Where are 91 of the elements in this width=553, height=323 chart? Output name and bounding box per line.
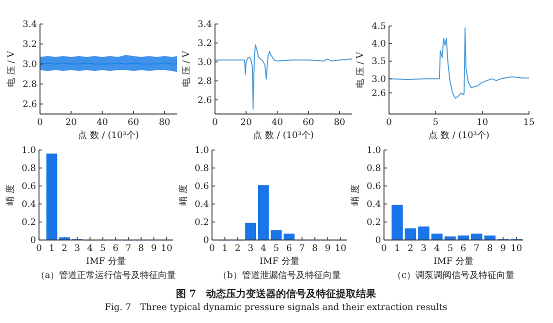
y-tick-label: 3.5 xyxy=(372,57,386,68)
y-tick-label: 0.8 xyxy=(366,164,382,174)
y-tick-label: 0.2 xyxy=(194,218,209,228)
y-tick-label: 0.4 xyxy=(194,200,210,210)
x-tick-label: 10 xyxy=(160,244,173,254)
x-axis-title: 点 数 / (10³个) xyxy=(253,130,314,141)
y-axis-title: 电 压 / V xyxy=(6,50,17,88)
y-tick-label: 3.2 xyxy=(22,40,37,50)
x-tick-label: 3 xyxy=(74,244,80,254)
x-tick-label: 80 xyxy=(158,118,171,128)
text: （a）管道正常运行信号及特征向量 xyxy=(36,270,176,281)
x-tick-label: 4 xyxy=(87,244,94,254)
y-tick-label: 3.0 xyxy=(198,58,212,68)
x-tick-label: 6 xyxy=(460,244,467,254)
x-tick-label: 80 xyxy=(334,118,346,128)
y-tick-label: 3.0 xyxy=(22,60,38,70)
x-tick-label: 1 xyxy=(222,244,228,254)
x-tick-label: 8 xyxy=(487,244,494,254)
y-tick-label: 4.5 xyxy=(372,22,386,32)
x-tick-label: 20 xyxy=(65,118,78,128)
y-tick-label: 0 xyxy=(375,236,382,246)
x-tick-label: 60 xyxy=(302,118,314,128)
x-tick-label: 60 xyxy=(128,118,140,128)
x-tick-label: 5 xyxy=(100,244,106,254)
caption: Fig. 7 Three typical dynamic pressure signals and their extraction results xyxy=(104,303,448,313)
y-tick-label: 2.6 xyxy=(198,96,212,106)
y-tick-label: 3.2 xyxy=(198,38,212,49)
x-tick-label: 5 xyxy=(447,244,454,254)
y-tick-label: 3.0 xyxy=(372,74,386,85)
y-tick-label: 0.4 xyxy=(22,200,36,210)
x-tick-label: 1 xyxy=(394,244,400,254)
y-tick-label: 0.6 xyxy=(366,182,382,192)
x-axis-title: IMF 分量 xyxy=(260,256,300,267)
x-tick-label: 20 xyxy=(240,118,252,128)
x-tick-label: 9 xyxy=(324,244,331,254)
y-tick-label: 0.2 xyxy=(366,218,381,228)
y-tick-label: 0.8 xyxy=(22,164,36,174)
caption: 图 7 动态压力变送器的信号及特征提取结果 xyxy=(176,288,378,300)
x-tick-label: 8 xyxy=(312,244,318,254)
x-tick-label: 6 xyxy=(286,244,292,254)
x-tick-label: 7 xyxy=(474,244,480,254)
x-tick-label: 9 xyxy=(500,244,506,254)
x-tick-label: 8 xyxy=(138,244,144,254)
y-tick-label: 0.2 xyxy=(22,218,36,228)
x-tick-label: 1 xyxy=(48,244,55,254)
y-axis-title: 电 压 / V xyxy=(355,51,366,88)
x-tick-label: 10 xyxy=(476,118,488,128)
y-tick-label: 3.4 xyxy=(198,20,212,30)
y-tick-label: 0 xyxy=(203,236,210,246)
x-tick-label: 5 xyxy=(432,118,439,128)
y-tick-label: 0.4 xyxy=(366,200,382,210)
y-tick-label: 2.8 xyxy=(22,80,38,90)
y-tick-label: 0 xyxy=(30,236,36,246)
y-tick-label: 2.6 xyxy=(22,100,38,110)
x-tick-label: 9 xyxy=(150,244,157,254)
x-tick-label: 3 xyxy=(420,244,427,254)
x-axis-title: 点 数 / (10³个) xyxy=(78,130,139,141)
y-tick-label: 0.8 xyxy=(194,164,210,174)
x-tick-label: 2 xyxy=(62,244,68,254)
x-tick-label: 10 xyxy=(510,244,522,254)
x-tick-label: 4 xyxy=(434,244,440,254)
y-tick-label: 1.0 xyxy=(22,146,36,156)
y-axis-title: 峭 度 xyxy=(350,184,361,206)
x-tick-label: 7 xyxy=(125,244,132,254)
y-tick-label: 0.6 xyxy=(194,182,210,192)
text: （b）管道泄漏信号及特征向量 xyxy=(218,270,341,281)
x-tick-label: 3 xyxy=(248,244,254,254)
y-axis-title: 峭 度 xyxy=(178,184,189,206)
x-tick-label: 7 xyxy=(299,244,306,254)
x-tick-label: 40 xyxy=(96,118,108,128)
x-tick-label: 2 xyxy=(408,244,414,254)
x-axis-title: IMF 分量 xyxy=(434,256,474,267)
x-tick-label: 4 xyxy=(260,244,267,254)
x-tick-label: 6 xyxy=(112,244,119,254)
x-axis-title: 点 数 / (10³个) xyxy=(428,130,490,141)
x-tick-label: 5 xyxy=(273,244,280,254)
x-tick-label: 2 xyxy=(234,244,241,254)
text: （c）调泵调阀信号及特征向量 xyxy=(392,270,515,281)
y-axis-title: 电 压 / V xyxy=(181,50,192,88)
y-tick-label: 2.6 xyxy=(372,88,386,99)
y-tick-label: 1.0 xyxy=(366,146,382,156)
y-tick-label: 0.6 xyxy=(22,182,36,192)
y-tick-label: 1.0 xyxy=(194,146,210,156)
x-tick-label: 15 xyxy=(523,118,535,128)
x-axis-title: IMF 分量 xyxy=(86,256,126,267)
y-tick-label: 2.8 xyxy=(198,76,212,87)
y-axis-title: 峭 度 xyxy=(5,184,16,206)
x-tick-label: 40 xyxy=(272,118,284,128)
y-tick-label: 4.0 xyxy=(372,40,386,50)
y-tick-label: 3.4 xyxy=(22,20,38,30)
x-tick-label: 10 xyxy=(334,244,347,254)
